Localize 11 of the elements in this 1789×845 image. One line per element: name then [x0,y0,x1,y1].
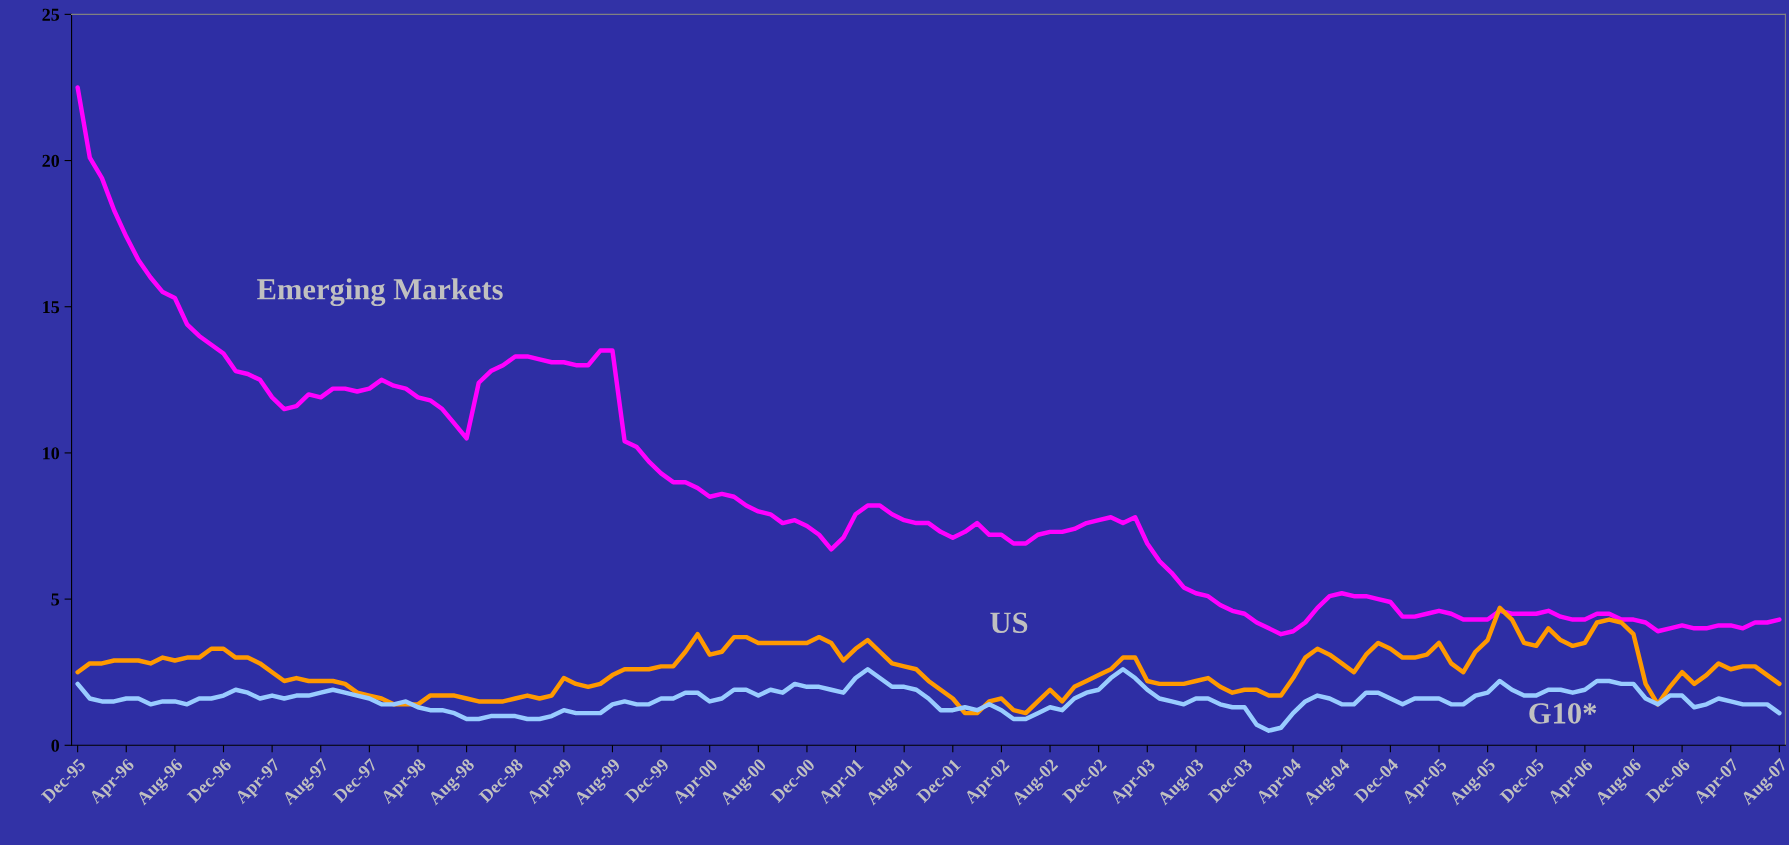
series-label: US [990,612,1028,634]
y-tick-label: 5 [51,593,60,606]
line-series [75,667,1782,733]
y-tick-label: 0 [51,739,60,752]
y-tick-label: 20 [42,154,60,167]
y-tick-label: 10 [43,447,60,460]
y-tick-label: 15 [43,301,60,314]
series-label: G10* [1529,703,1597,724]
line-series [75,85,1782,637]
series-label: Emerging Markets [257,278,503,307]
y-tick-label: 25 [42,8,60,21]
